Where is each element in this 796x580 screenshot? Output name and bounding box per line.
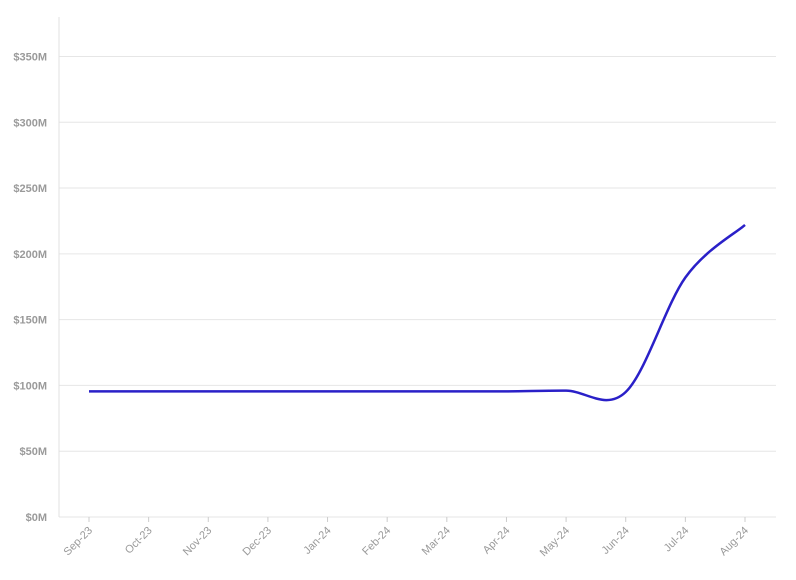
y-tick-label: $350M <box>13 51 47 63</box>
x-tick-label: Feb-24 <box>360 525 393 558</box>
y-tick-label: $0M <box>26 512 47 524</box>
y-tick-label: $50M <box>19 446 47 458</box>
x-tick-label: Jun-24 <box>600 525 632 557</box>
x-tick-label: May-24 <box>538 525 572 559</box>
x-tick-label: Jan-24 <box>301 525 333 557</box>
x-tick-label: Nov-23 <box>181 525 215 559</box>
x-tick-label: Mar-24 <box>420 525 453 558</box>
y-tick-label: $300M <box>13 117 47 129</box>
y-tick-label: $100M <box>13 380 47 392</box>
line-series <box>88 223 746 402</box>
x-tick-label: Dec-23 <box>240 525 274 559</box>
y-tick-label: $200M <box>13 249 47 261</box>
y-tick-label: $250M <box>13 183 47 195</box>
x-tick-label: Jul-24 <box>662 525 692 555</box>
x-tick-label: Oct-23 <box>123 525 155 557</box>
x-tick-label: Apr-24 <box>481 525 513 557</box>
y-tick-label: $150M <box>13 315 47 327</box>
x-tick-label: Sep-23 <box>62 525 96 559</box>
x-tick-label: Aug-24 <box>718 525 752 559</box>
